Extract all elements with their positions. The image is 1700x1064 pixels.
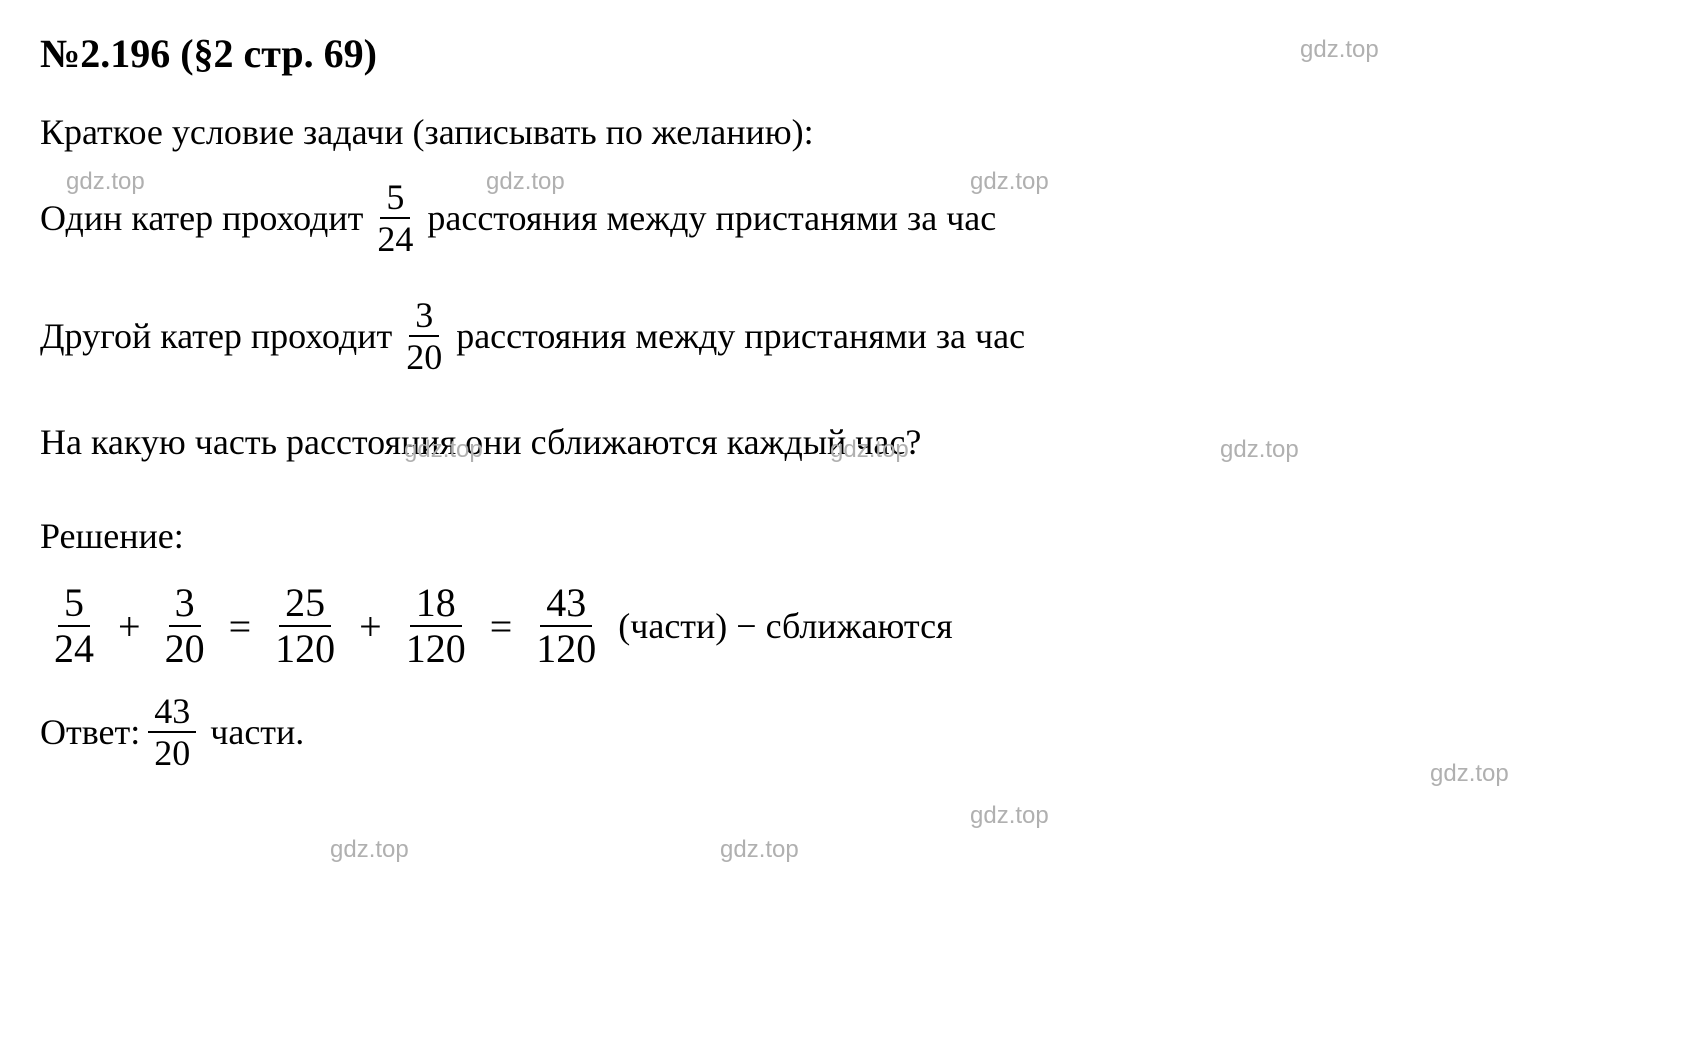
question-line: На какую часть расстояния они сближаются… — [40, 415, 1660, 469]
answer-numerator: 43 — [148, 693, 196, 733]
eq-fraction-1: 5 24 — [48, 583, 100, 669]
eq-f4-den: 120 — [400, 627, 472, 669]
equation-tail-text: (части) − сближаются — [618, 605, 952, 647]
boat1-numerator: 5 — [380, 179, 410, 219]
boat2-pre-text: Другой катер проходит — [40, 309, 392, 363]
eq-f3-den: 120 — [269, 627, 341, 669]
plus-operator-2: + — [359, 603, 382, 650]
answer-tail-text: части. — [210, 711, 304, 753]
eq-f2-den: 20 — [159, 627, 211, 669]
eq-f2-num: 3 — [169, 583, 201, 627]
solution-label: Решение: — [40, 509, 1660, 563]
eq-f1-den: 24 — [48, 627, 100, 669]
eq-f5-num: 43 — [540, 583, 592, 627]
answer-label: Ответ: — [40, 711, 140, 753]
boat1-line: Один катер проходит 5 24 расстояния межд… — [40, 179, 1660, 257]
boat2-numerator: 3 — [409, 297, 439, 337]
equation: 5 24 + 3 20 = 25 120 + 18 120 = 43 120 (… — [40, 583, 1660, 669]
watermark-text: gdz.top — [970, 802, 1049, 830]
boat2-denominator: 20 — [400, 337, 448, 375]
eq-fraction-2: 3 20 — [159, 583, 211, 669]
boat2-post-text: расстояния между пристанями за час — [456, 309, 1025, 363]
answer-denominator: 20 — [148, 733, 196, 771]
watermark-text: gdz.top — [720, 836, 799, 864]
eq-fraction-3: 25 120 — [269, 583, 341, 669]
problem-title: №2.196 (§2 стр. 69) — [40, 30, 1660, 77]
boat1-pre-text: Один катер проходит — [40, 191, 363, 245]
answer-line: Ответ: 43 20 части. — [40, 693, 1660, 771]
eq-f5-den: 120 — [530, 627, 602, 669]
equals-operator-1: = — [229, 603, 252, 650]
eq-fraction-4: 18 120 — [400, 583, 472, 669]
answer-fraction: 43 20 — [148, 693, 196, 771]
equals-operator-2: = — [490, 603, 513, 650]
watermark-text: gdz.top — [330, 836, 409, 864]
eq-fraction-5: 43 120 — [530, 583, 602, 669]
plus-operator-1: + — [118, 603, 141, 650]
boat1-denominator: 24 — [371, 219, 419, 257]
boat2-line: Другой катер проходит 3 20 расстояния ме… — [40, 297, 1660, 375]
boat1-fraction: 5 24 — [371, 179, 419, 257]
boat1-post-text: расстояния между пристанями за час — [427, 191, 996, 245]
condition-intro: Краткое условие задачи (записывать по же… — [40, 105, 1660, 159]
eq-f3-num: 25 — [279, 583, 331, 627]
eq-f1-num: 5 — [58, 583, 90, 627]
eq-f4-num: 18 — [410, 583, 462, 627]
boat2-fraction: 3 20 — [400, 297, 448, 375]
